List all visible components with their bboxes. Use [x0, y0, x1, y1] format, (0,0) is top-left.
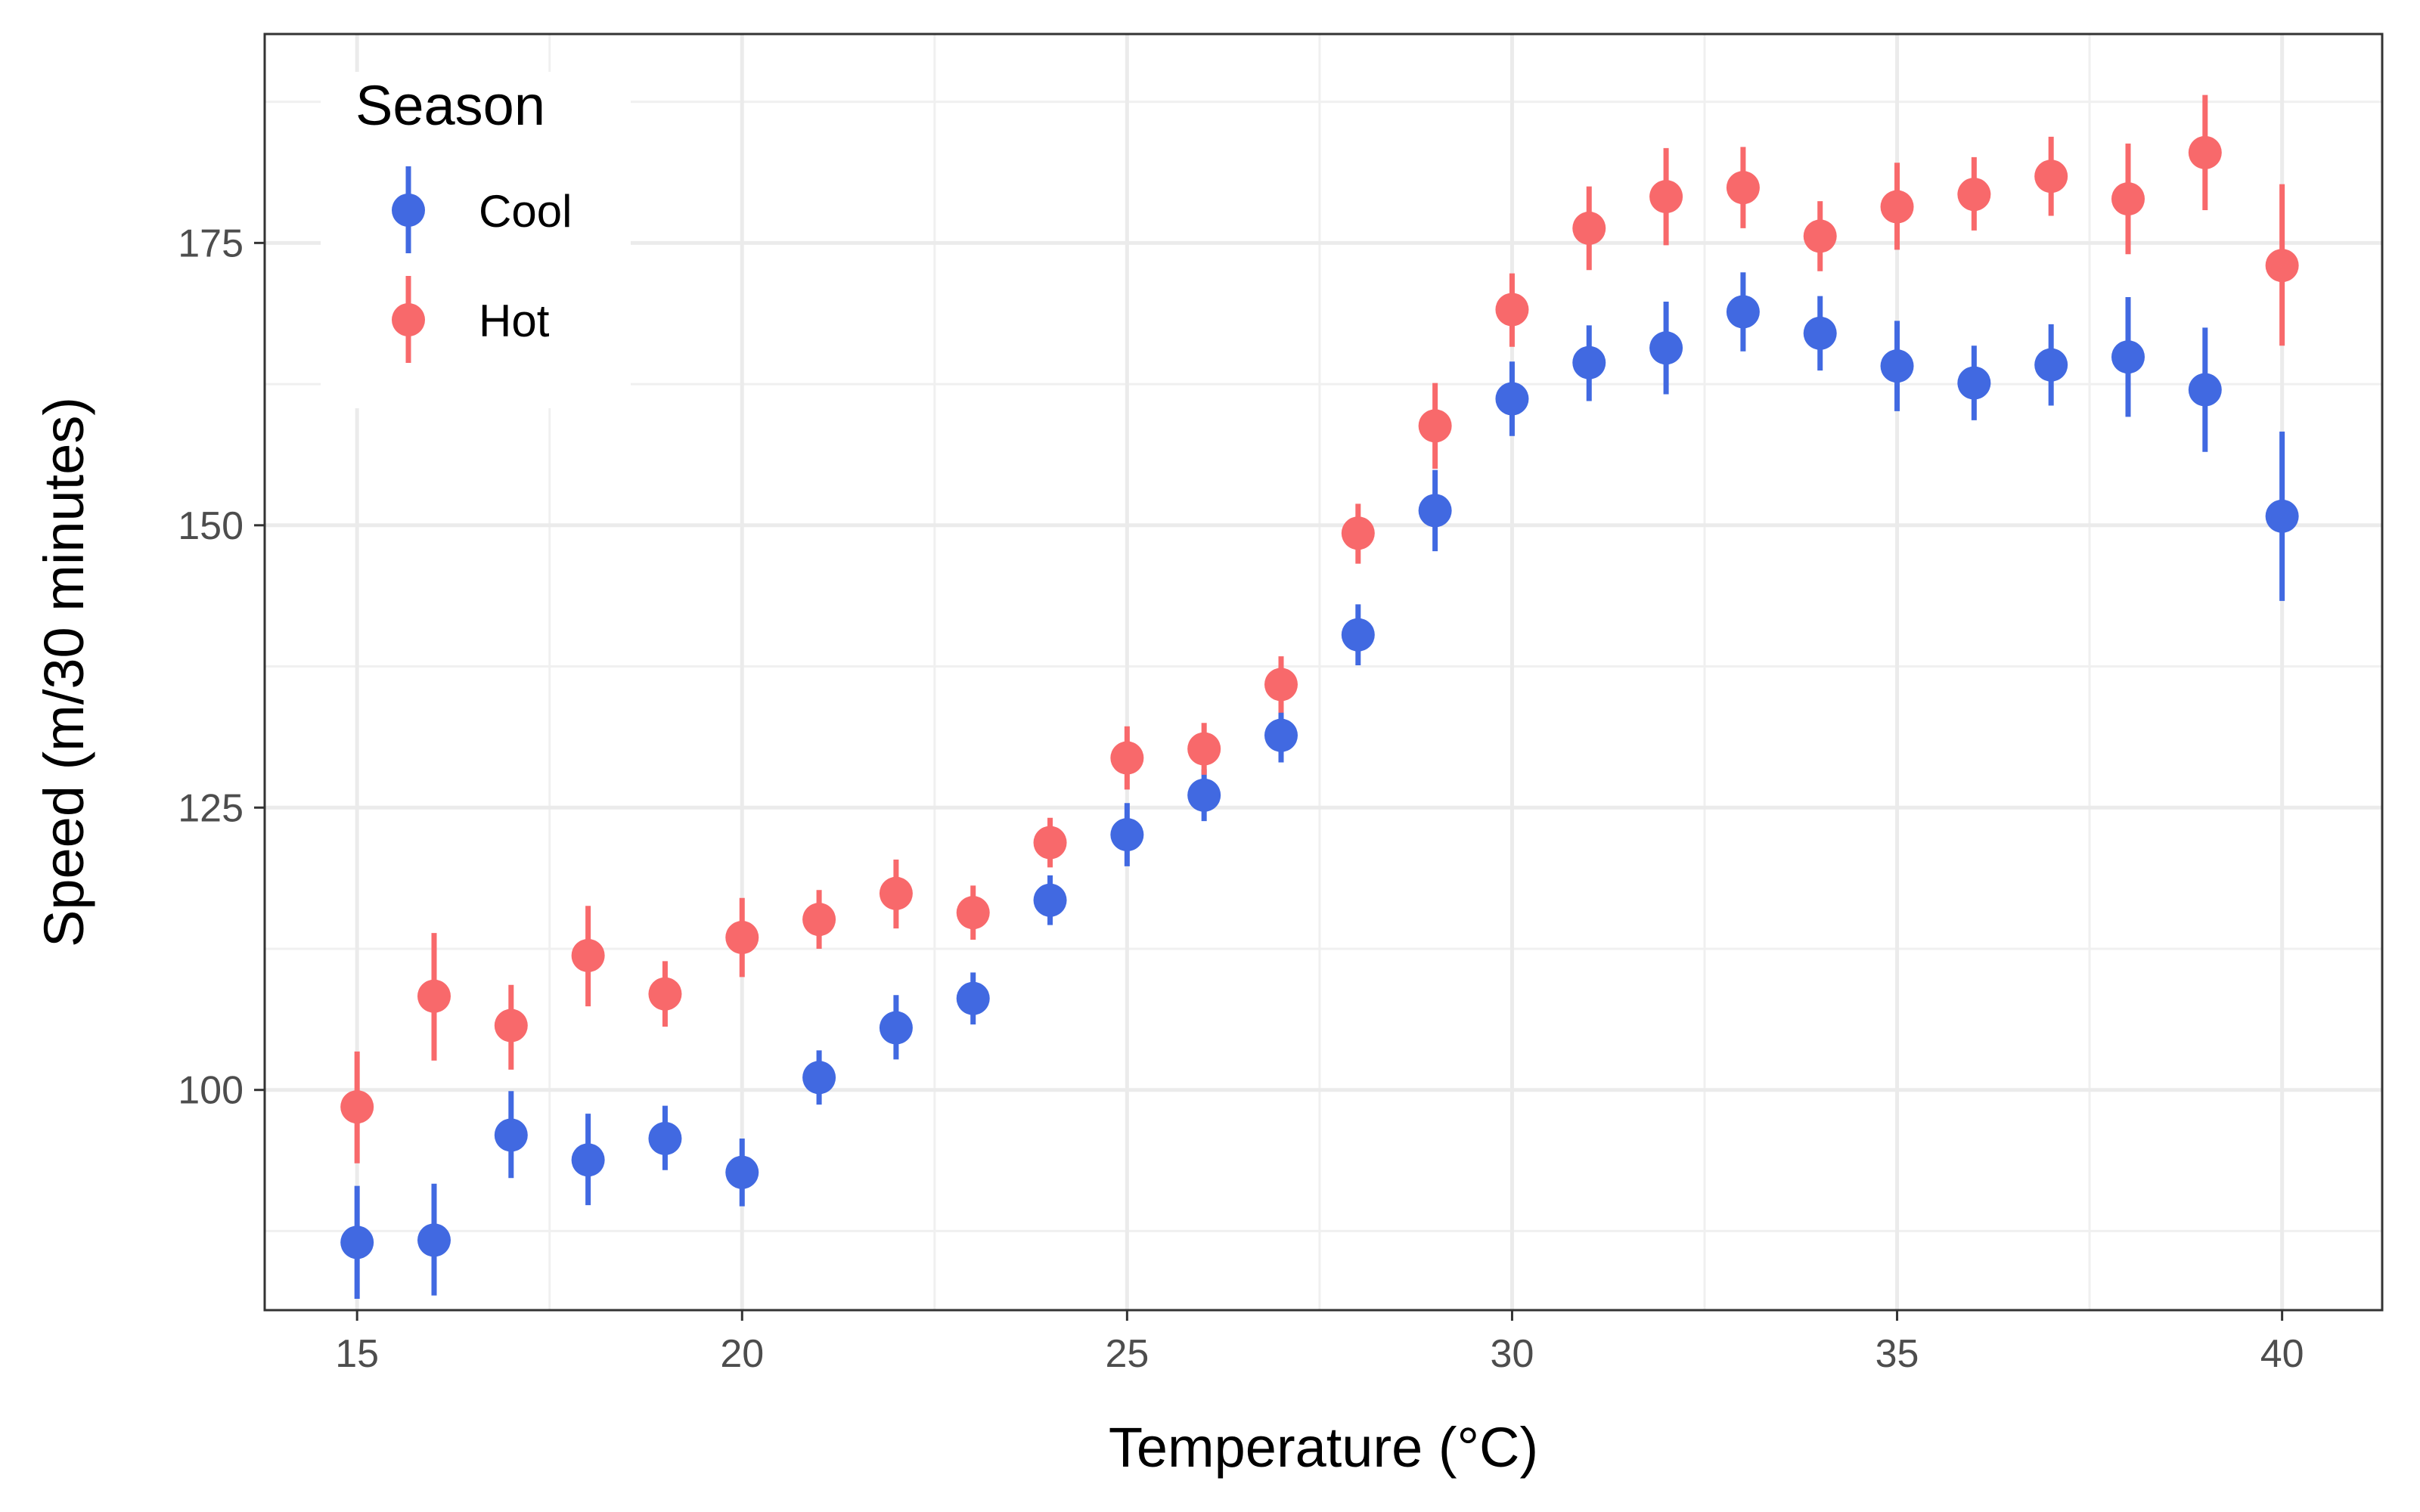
cool-point: [1880, 349, 1914, 383]
hot-point: [2188, 135, 2222, 169]
x-tick-label: 25: [1105, 1332, 1149, 1376]
hot-point: [571, 938, 605, 972]
hot-point: [1495, 293, 1529, 327]
cool-point: [725, 1155, 759, 1189]
x-tick-label: 40: [2260, 1332, 2304, 1376]
hot-point: [1957, 178, 1991, 212]
hot-point: [725, 921, 759, 955]
cool-point: [956, 981, 990, 1015]
y-axis: 100 125 150 175: [178, 222, 265, 1113]
x-axis-title: Temperature (°C): [1109, 1416, 1538, 1479]
hot-point: [494, 1009, 528, 1043]
x-tick-label: 30: [1491, 1332, 1534, 1376]
cool-point: [1572, 345, 1606, 380]
hot-point: [956, 896, 990, 930]
y-tick-label: 150: [178, 504, 244, 548]
cool-point: [1033, 883, 1067, 917]
cool-point: [2111, 340, 2145, 374]
x-tick-label: 35: [1876, 1332, 1919, 1376]
y-tick-label: 100: [178, 1069, 244, 1113]
cool-point: [648, 1121, 682, 1155]
cool-point: [2034, 348, 2068, 382]
hot-point: [2111, 182, 2145, 216]
cool-point: [340, 1225, 374, 1259]
legend-key-hot-point: [392, 303, 425, 336]
legend-background: [321, 72, 631, 408]
hot-point: [1803, 219, 1837, 253]
hot-point: [802, 903, 836, 937]
cool-point: [1726, 295, 1760, 329]
cool-point: [2265, 499, 2299, 533]
cool-point: [1110, 818, 1144, 852]
hot-point: [1418, 409, 1452, 443]
x-axis: 15 20 25 30 35 40: [335, 1310, 2304, 1376]
x-tick-label: 20: [720, 1332, 764, 1376]
hot-point: [417, 979, 451, 1013]
y-tick-label: 175: [178, 222, 244, 265]
cool-point: [1649, 331, 1683, 365]
hot-point: [879, 876, 913, 910]
cool-point: [571, 1143, 605, 1177]
cool-point: [879, 1011, 913, 1045]
hot-point: [2265, 249, 2299, 283]
cool-point: [1495, 382, 1529, 416]
cool-point: [1418, 494, 1452, 528]
y-axis-title: Speed (m/30 minutes): [33, 397, 95, 947]
data-marks: [340, 94, 2299, 1300]
legend-key-cool-point: [392, 194, 425, 227]
x-tick-label: 15: [335, 1332, 379, 1376]
cool-point: [2188, 373, 2222, 407]
hot-point: [1033, 826, 1067, 860]
cool-point: [802, 1061, 836, 1095]
hot-point: [1187, 732, 1221, 766]
cool-point: [1957, 366, 1991, 400]
hot-point: [1110, 741, 1144, 775]
hot-point: [648, 977, 682, 1011]
cool-point: [1341, 618, 1375, 652]
hot-point: [1649, 180, 1683, 214]
hot-point: [1341, 516, 1375, 550]
legend: Season Cool Hot: [321, 72, 631, 408]
hot-point: [340, 1090, 374, 1124]
hot-point: [1572, 211, 1606, 245]
cool-point: [1803, 316, 1837, 350]
grid-minor: [265, 34, 2382, 1310]
plot-panel-border: [263, 33, 2384, 1312]
legend-title: Season: [355, 74, 545, 137]
hot-point: [1726, 171, 1760, 205]
hot-point: [1264, 668, 1298, 702]
cool-point: [1264, 718, 1298, 752]
cool-point: [417, 1223, 451, 1257]
y-tick-label: 125: [178, 786, 244, 830]
legend-label-hot: Hot: [479, 296, 550, 346]
hot-point: [1880, 190, 1914, 224]
legend-label-cool: Cool: [479, 186, 572, 237]
cool-point: [1187, 778, 1221, 812]
cool-point: [494, 1118, 528, 1152]
hot-point: [2034, 160, 2068, 194]
